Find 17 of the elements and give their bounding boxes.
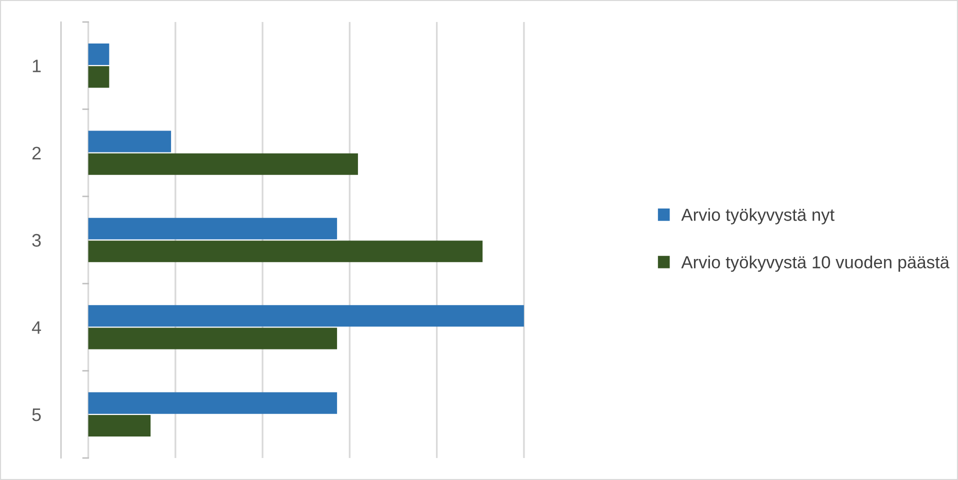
bar	[88, 328, 338, 350]
bar	[88, 305, 524, 327]
y-tick-label: 1	[32, 60, 41, 72]
bar	[88, 130, 172, 152]
y-tick-label: 3	[32, 234, 41, 247]
bar	[88, 392, 338, 414]
bar	[88, 153, 358, 175]
bar	[88, 240, 483, 262]
y-tick-label: 4	[32, 321, 42, 334]
bar	[88, 414, 151, 437]
legend-label: Arvio työkyvystä 10 vuoden päästä	[681, 256, 950, 272]
bar	[88, 66, 110, 88]
bar	[88, 43, 110, 66]
legend-label: Arvio työkyvystä nyt	[681, 208, 834, 224]
y-tick-label: 5	[32, 408, 41, 422]
bar	[88, 218, 338, 240]
y-tick-label: 2	[32, 146, 41, 160]
